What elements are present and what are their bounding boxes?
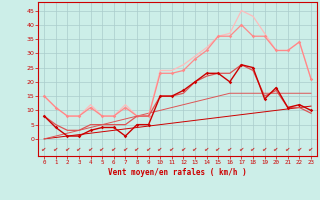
Text: ←: ← xyxy=(87,145,94,152)
Text: ←: ← xyxy=(296,145,303,152)
Text: ←: ← xyxy=(41,145,48,152)
Text: ←: ← xyxy=(134,145,140,152)
Text: ←: ← xyxy=(168,145,175,152)
Text: ←: ← xyxy=(76,145,82,152)
Text: ←: ← xyxy=(273,145,280,152)
X-axis label: Vent moyen/en rafales ( km/h ): Vent moyen/en rafales ( km/h ) xyxy=(108,168,247,177)
Text: ←: ← xyxy=(52,145,59,152)
Text: ←: ← xyxy=(64,145,71,152)
Text: ←: ← xyxy=(122,145,129,152)
Text: ←: ← xyxy=(203,145,210,152)
Text: ←: ← xyxy=(261,145,268,152)
Text: ←: ← xyxy=(227,145,233,152)
Text: ←: ← xyxy=(238,145,245,152)
Text: ←: ← xyxy=(192,145,198,152)
Text: ←: ← xyxy=(215,145,221,152)
Text: ←: ← xyxy=(284,145,291,152)
Text: ←: ← xyxy=(180,145,187,152)
Text: ←: ← xyxy=(145,145,152,152)
Text: ←: ← xyxy=(110,145,117,152)
Text: ←: ← xyxy=(308,145,314,152)
Text: ←: ← xyxy=(99,145,106,152)
Text: ←: ← xyxy=(250,145,256,152)
Text: ←: ← xyxy=(157,145,164,152)
